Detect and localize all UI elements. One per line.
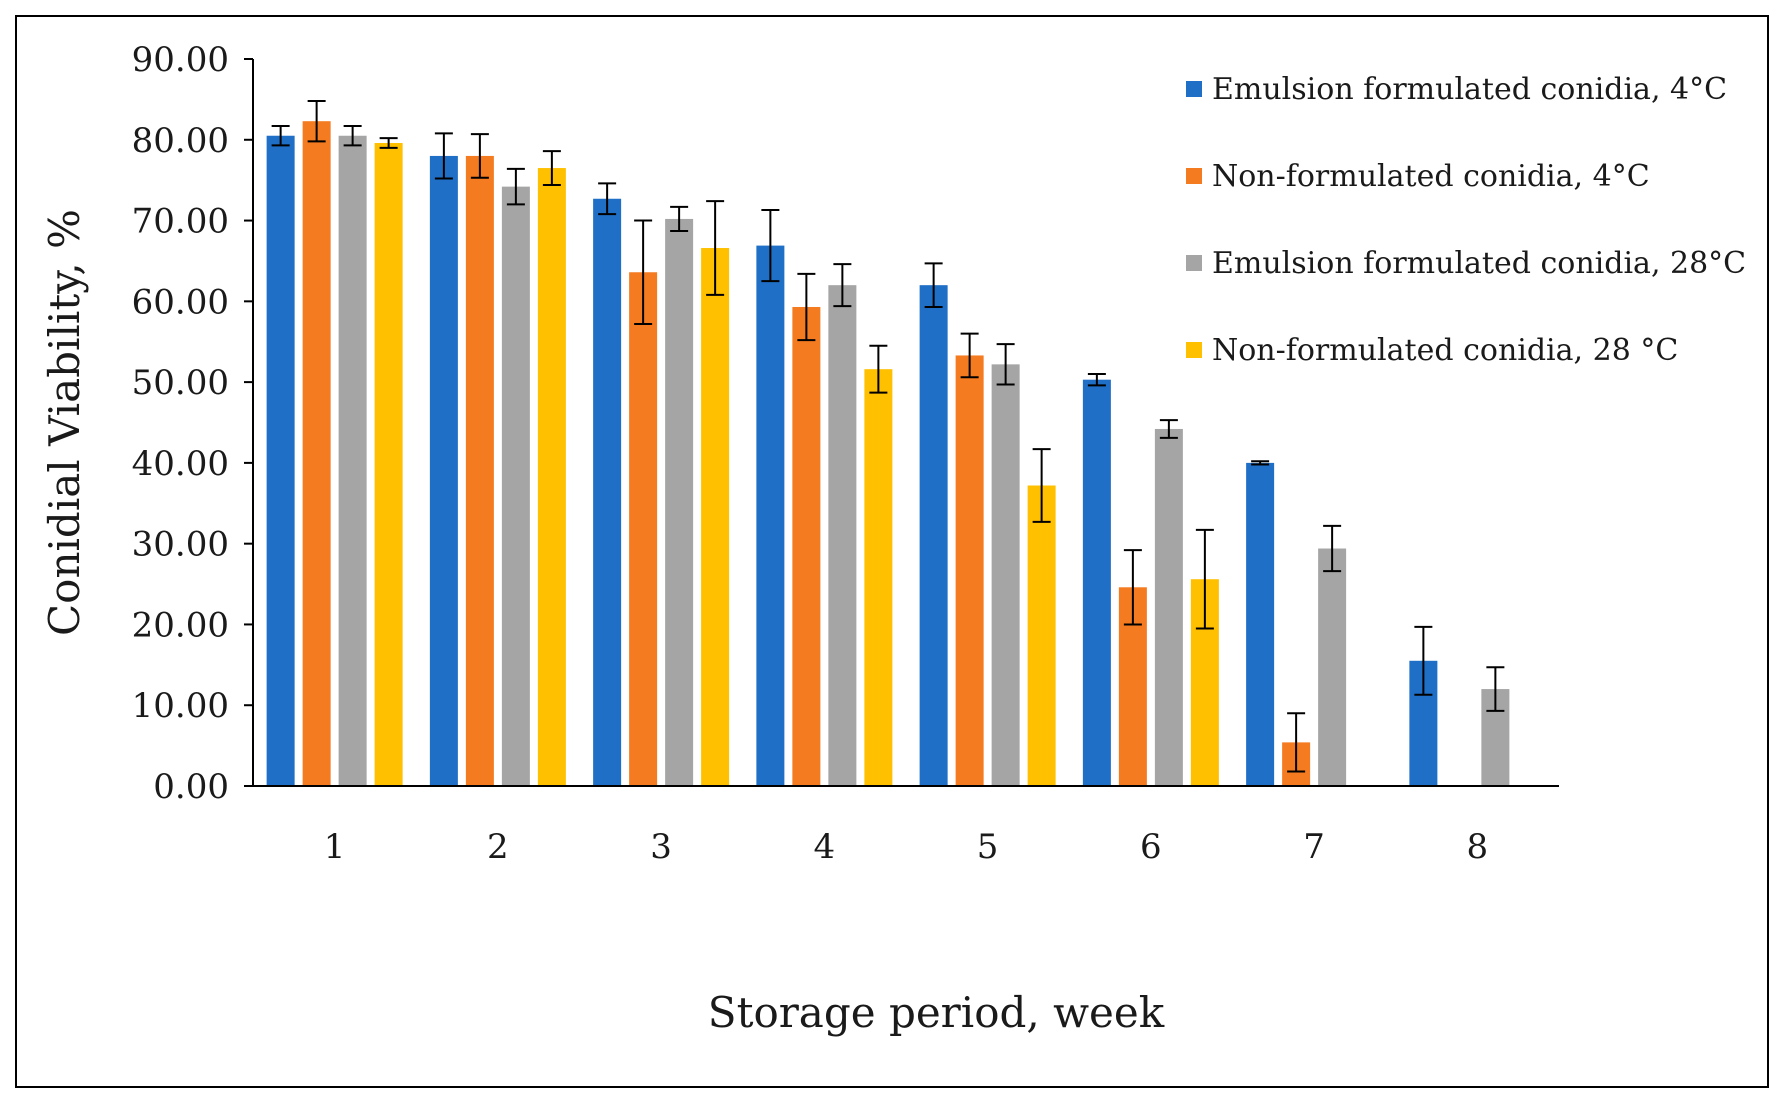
error-bar-series-3-week-2 [506, 167, 525, 206]
error-bar-series-4-week-4 [869, 344, 888, 394]
bar-series-1-week-3 [593, 198, 622, 787]
x-tick-label: 5 [977, 827, 999, 867]
x-axis-title: Storage period, week [708, 988, 1165, 1037]
bar-series-1-week-6 [1082, 379, 1111, 786]
y-tick-label: 40.00 [132, 444, 229, 484]
x-tick-label: 8 [1467, 827, 1489, 867]
x-tick-label: 6 [1140, 827, 1162, 867]
error-bar-series-1-week-8 [1414, 625, 1433, 696]
bar-series-4-week-5 [1027, 485, 1056, 786]
legend-label: Non-formulated conidia, 4°C [1212, 159, 1650, 194]
bar-marks [266, 121, 1510, 787]
legend-item-3: Emulsion formulated conidia, 28°C [1186, 246, 1746, 281]
legend-label: Emulsion formulated conidia, 28°C [1212, 246, 1746, 281]
error-bar-series-1-week-3 [598, 182, 617, 216]
error-bar-series-4-week-3 [706, 200, 725, 296]
legend-item-2: Non-formulated conidia, 4°C [1186, 159, 1650, 194]
bar-series-2-week-5 [955, 355, 984, 786]
bar-series-3-week-7 [1318, 548, 1347, 786]
y-tick-label: 80.00 [132, 121, 229, 161]
bar-series-4-week-3 [701, 248, 730, 786]
bar-series-1-week-5 [919, 285, 948, 786]
y-tick-label: 0.00 [153, 767, 229, 807]
y-axis-ticks: 0.00 10.00 20.00 30.00 40.00 50.00 60.00 70.00 8… [132, 40, 253, 807]
legend-swatch [1186, 342, 1202, 358]
bar-series-1-week-4 [756, 245, 785, 786]
error-bar-series-2-week-6 [1123, 549, 1142, 626]
error-bar-series-3-week-1 [343, 125, 362, 147]
error-bar-series-2-week-4 [797, 272, 816, 342]
legend: Emulsion formulated conidia, 4°C Non-form… [1186, 72, 1746, 368]
error-bar-series-1-week-1 [271, 125, 290, 147]
bar-series-1-week-2 [429, 155, 458, 786]
error-bar-series-4-week-2 [542, 150, 561, 187]
x-tick-label: 2 [487, 827, 509, 867]
bar-series-3-week-2 [501, 186, 530, 786]
x-tick-label: 4 [814, 827, 836, 867]
error-bar-series-1-week-6 [1087, 373, 1106, 387]
error-bar-series-3-week-5 [996, 343, 1015, 386]
bar-series-2-week-1 [302, 121, 331, 786]
error-bar-series-4-week-6 [1195, 528, 1214, 630]
legend-item-1: Emulsion formulated conidia, 4°C [1186, 72, 1727, 107]
bar-series-3-week-4 [828, 285, 857, 786]
error-bar-series-1-week-2 [434, 132, 453, 180]
legend-label: Emulsion formulated conidia, 4°C [1212, 72, 1727, 107]
y-tick-label: 70.00 [132, 202, 229, 242]
bar-series-2-week-3 [629, 272, 658, 787]
bar-series-4-week-2 [537, 168, 566, 787]
x-tick-label: 1 [324, 827, 346, 867]
bar-series-3-week-1 [338, 135, 367, 786]
y-tick-label: 50.00 [132, 363, 229, 403]
error-bar-series-2-week-1 [307, 100, 326, 143]
error-bar-series-1-week-5 [924, 262, 943, 308]
legend-swatch [1186, 168, 1202, 184]
legend-label: Non-formulated conidia, 28 °C [1212, 333, 1678, 368]
bar-series-3-week-3 [665, 218, 694, 786]
bar-series-1-week-1 [266, 135, 295, 786]
y-tick-label: 30.00 [132, 525, 229, 565]
bar-series-1-week-7 [1246, 462, 1275, 786]
error-bar-series-4-week-5 [1032, 448, 1051, 523]
error-bar-series-1-week-7 [1251, 460, 1270, 466]
error-bar-series-4-week-1 [379, 137, 398, 149]
y-tick-label: 20.00 [132, 605, 229, 645]
chart-frame: 0.00 10.00 20.00 30.00 40.00 50.00 60.00 70.00 8… [15, 15, 1769, 1088]
bar-series-4-week-1 [374, 143, 403, 786]
legend-swatch [1186, 81, 1202, 97]
y-tick-label: 10.00 [132, 686, 229, 726]
error-bar-series-2-week-7 [1287, 712, 1306, 773]
error-bar-series-3-week-3 [670, 205, 689, 233]
error-bar-series-3-week-8 [1486, 666, 1505, 712]
error-bar-series-3-week-7 [1323, 524, 1342, 573]
error-bar-series-2-week-2 [470, 133, 489, 179]
legend-swatch [1186, 255, 1202, 271]
bar-series-3-week-6 [1154, 428, 1183, 786]
error-bar-series-1-week-4 [761, 209, 780, 283]
x-tick-label: 3 [650, 827, 672, 867]
x-tick-label: 7 [1303, 827, 1325, 867]
bar-series-4-week-4 [864, 369, 893, 786]
bar-chart: 0.00 10.00 20.00 30.00 40.00 50.00 60.00 70.00 8… [40, 40, 1746, 1037]
legend-item-4: Non-formulated conidia, 28 °C [1186, 333, 1678, 368]
x-axis-ticks: 1 2 3 4 5 6 7 8 [324, 827, 1488, 867]
y-tick-label: 60.00 [132, 282, 229, 322]
y-tick-label: 90.00 [132, 40, 229, 80]
error-bars [271, 100, 1505, 773]
bar-series-3-week-5 [991, 364, 1020, 786]
y-axis-title: Conidial Viability, % [40, 209, 89, 636]
error-bar-series-2-week-5 [960, 332, 979, 379]
bar-series-2-week-4 [792, 306, 821, 786]
error-bar-series-3-week-4 [833, 263, 852, 308]
error-bar-series-2-week-3 [634, 219, 653, 325]
error-bar-series-3-week-6 [1159, 419, 1178, 439]
bar-series-2-week-2 [465, 155, 494, 786]
